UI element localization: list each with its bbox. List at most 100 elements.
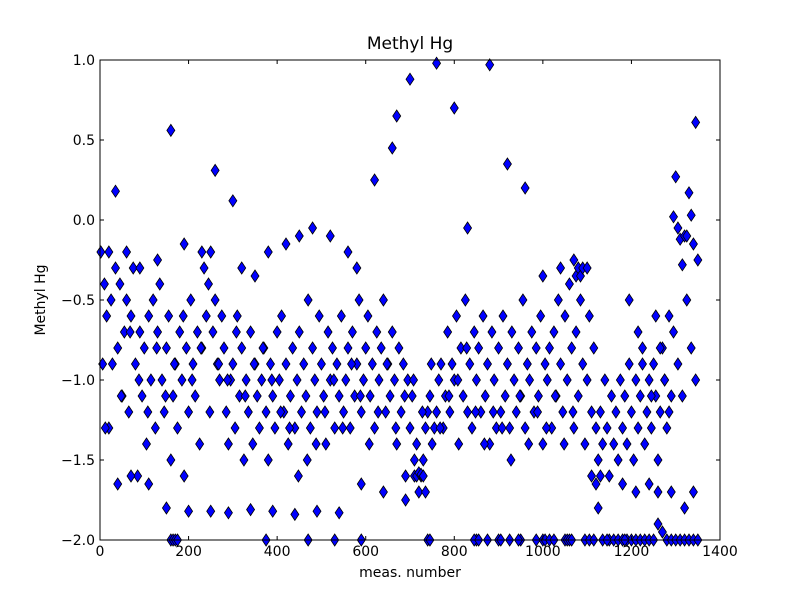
data-point [329,373,339,387]
data-point [673,221,683,235]
data-point [483,357,492,371]
data-point [405,72,415,86]
data-point [223,373,233,387]
data-point [453,373,463,387]
data-point [292,373,302,387]
data-point [311,437,321,451]
data-point [620,389,630,403]
x-tick-label: 1200 [614,544,650,560]
data-point [671,170,681,184]
data-point [301,389,311,403]
data-point [361,341,371,355]
data-point [104,245,114,259]
data-point [159,405,169,419]
data-point [115,277,125,291]
data-point [611,405,621,419]
data-point [197,245,207,259]
data-point [205,405,215,419]
data-point [553,293,563,307]
data-point [398,357,408,371]
data-point [686,208,696,222]
data-point [691,115,701,130]
data-point [96,245,106,259]
data-point [155,277,165,291]
data-point [243,405,253,419]
data-point [662,421,672,435]
data-point [511,405,521,419]
data-point [498,309,508,323]
data-point [364,437,374,451]
data-point [237,261,247,275]
data-point [462,341,472,355]
data-point [626,405,636,419]
data-point [657,525,667,539]
data-point [332,357,342,371]
data-point [354,293,364,307]
x-tick-label: 1000 [525,544,561,560]
data-point [449,101,459,115]
data-point [568,405,578,419]
data-point [373,405,383,419]
x-tick-label: 600 [352,544,379,560]
data-point [640,437,650,451]
data-point [559,437,569,451]
data-point [467,421,477,435]
data-point [569,253,579,267]
data-point [684,186,694,200]
data-point [549,325,559,339]
data-point [418,453,428,467]
x-tick-label: 0 [96,544,105,560]
data-point [376,341,386,355]
data-point [135,325,145,339]
data-point [232,309,242,323]
data-point [401,493,411,507]
data-point [604,469,614,483]
data-point [272,325,282,339]
data-point [673,357,683,371]
y-tick-label: −1.5 [61,453,95,469]
data-point [347,325,357,339]
data-point [308,221,318,235]
data-point [691,373,701,387]
data-point [409,373,419,387]
data-point [502,157,512,171]
data-point [677,389,687,403]
data-point [199,261,209,275]
data-point [111,184,120,198]
data-point [204,277,213,291]
data-point [436,357,446,371]
data-point [266,357,275,371]
data-point [99,277,109,291]
data-point [514,341,523,355]
data-point [192,325,202,339]
y-tick-label: 0.5 [73,133,95,149]
data-point [487,325,497,339]
data-point [228,194,238,208]
x-tick-label: 200 [175,544,202,560]
data-point [427,437,437,451]
data-point [285,421,295,435]
data-point [249,357,259,371]
data-point [276,405,286,419]
data-point [230,421,240,435]
data-point [444,389,454,403]
data-point [310,373,320,387]
data-point [421,485,430,499]
data-point [135,261,145,275]
data-point [615,373,625,387]
data-point [425,389,435,403]
data-point [196,341,206,355]
data-point [500,389,510,403]
data-point [122,293,132,307]
data-point [426,357,436,371]
data-point [564,277,574,291]
x-axis: 0 200 400 600 800 1000 1200 1400 [96,60,738,560]
data-point [217,309,227,323]
data-point [409,453,419,467]
data-point [593,501,603,515]
data-point [219,341,229,355]
data-point [418,469,428,483]
data-point [607,389,616,403]
data-point [179,469,189,483]
data-point [161,389,171,403]
